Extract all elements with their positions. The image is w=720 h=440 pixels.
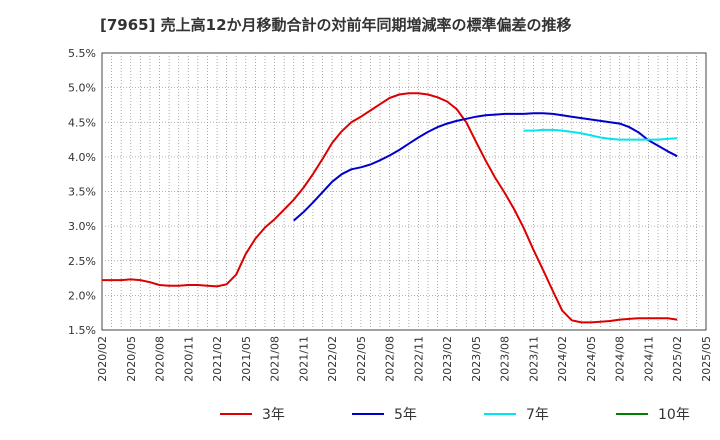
series-line-5年 [293,112,678,222]
x-tick-label: 2024/08 [614,336,627,382]
chart-title: [7965] 売上高12か月移動合計の対前年同期増減率の標準偏差の推移 [100,16,572,34]
x-tick-label: 2020/11 [182,336,195,382]
x-tick-label: 2024/11 [642,336,655,382]
x-tick-label: 2023/11 [527,336,540,382]
x-tick-label: 2021/08 [269,336,282,382]
x-tick-label: 2025/02 [671,336,684,382]
x-tick-label: 2023/08 [499,336,512,382]
y-tick-label: 4.0% [68,151,96,164]
series-line-3年 [102,92,678,324]
x-tick-label: 2022/05 [355,336,368,382]
y-tick-label: 3.5% [68,186,96,199]
y-tick-label: 2.5% [68,255,96,268]
legend-label: 7年 [526,407,549,423]
x-tick-label: 2020/08 [154,336,167,382]
x-tick-label: 2025/05 [700,336,713,382]
y-tick-label: 5.0% [68,82,96,95]
x-tick-label: 2022/02 [326,336,339,382]
y-tick-label: 4.5% [68,116,96,129]
x-tick-label: 2021/05 [240,336,253,382]
y-tick-label: 5.5% [68,47,96,60]
y-tick-label: 2.0% [68,289,96,302]
y-tick-label: 1.5% [68,324,96,337]
y-tick-label: 3.0% [68,220,96,233]
x-tick-label: 2022/08 [384,336,397,382]
x-tick-label: 2020/02 [96,336,109,382]
x-tick-label: 2022/11 [412,336,425,382]
x-tick-label: 2021/02 [211,336,224,382]
legend-label: 5年 [394,407,417,423]
x-tick-label: 2024/05 [585,336,598,382]
x-tick-label: 2023/05 [470,336,483,382]
legend-label: 3年 [262,407,285,423]
legend-label: 10年 [658,407,690,423]
x-tick-label: 2023/02 [441,336,454,382]
x-tick-label: 2021/11 [297,336,310,382]
x-tick-label: 2020/05 [125,336,138,382]
x-tick-label: 2024/02 [556,336,569,382]
series-line-7年 [523,128,678,141]
